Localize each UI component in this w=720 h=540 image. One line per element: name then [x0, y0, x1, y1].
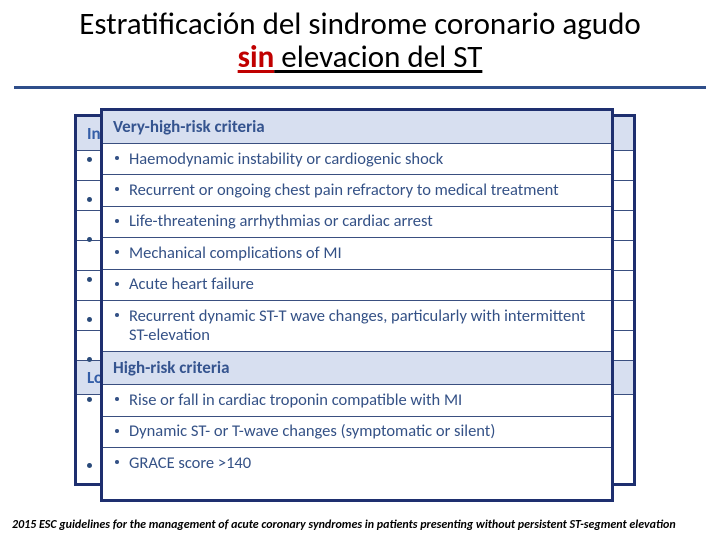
section-high-risk-items: Rise or fall in cardiac troponin compati…	[103, 384, 611, 478]
slide: Estratificación del sindrome coronario a…	[0, 0, 720, 540]
behind-bullet	[87, 317, 92, 322]
criteria-item: Acute heart failure	[103, 269, 611, 300]
criteria-item-text: Acute heart failure	[129, 274, 254, 294]
criteria-item-text: Recurrent dynamic ST-T wave changes, par…	[129, 306, 585, 345]
title-rest: elevacion del ST	[274, 38, 482, 76]
criteria-item-text: Dynamic ST- or T-wave changes (symptomat…	[129, 421, 495, 441]
criteria-item-text: Rise or fall in cardiac troponin compati…	[129, 390, 462, 410]
bullet-icon	[115, 397, 119, 401]
bullet-icon	[115, 250, 119, 254]
criteria-item: Recurrent or ongoing chest pain refracto…	[103, 174, 611, 205]
criteria-item: Haemodynamic instability or cardiogenic …	[103, 143, 611, 174]
bullet-icon	[115, 313, 119, 317]
bullet-icon	[115, 282, 119, 286]
criteria-item-text: Recurrent or ongoing chest pain refracto…	[129, 180, 559, 200]
criteria-item-text: GRACE score >140	[129, 453, 251, 473]
criteria-item-text: Haemodynamic instability or cardiogenic …	[129, 149, 443, 169]
behind-bullet	[87, 357, 92, 362]
behind-bullet	[87, 277, 92, 282]
section-high-risk-header: High-risk criteria	[103, 351, 611, 384]
bullet-icon	[115, 429, 119, 433]
title-divider	[14, 86, 706, 89]
behind-bullet	[87, 463, 92, 468]
section-very-high-risk-header: Very-high-risk criteria	[103, 111, 611, 143]
bullet-icon	[115, 156, 119, 160]
bullet-icon	[115, 460, 119, 464]
criteria-item: Rise or fall in cardiac troponin compati…	[103, 384, 611, 415]
criteria-item: Recurrent dynamic ST-T wave changes, par…	[103, 300, 611, 351]
risk-criteria-box: Very-high-risk criteria Haemodynamic ins…	[100, 108, 614, 502]
bullet-icon	[115, 219, 119, 223]
title-line-2: sin elevacion del ST	[20, 41, 700, 74]
behind-bullet	[87, 397, 92, 402]
criteria-item-text: Life-threatening arrhythmias or cardiac …	[129, 211, 433, 231]
behind-bullet	[87, 197, 92, 202]
footnote: 2015 ESC guidelines for the management o…	[12, 518, 708, 532]
behind-bullet	[87, 157, 92, 162]
title-line-1: Estratificación del sindrome coronario a…	[20, 8, 700, 41]
bullet-icon	[115, 187, 119, 191]
criteria-item: Life-threatening arrhythmias or cardiac …	[103, 206, 611, 237]
slide-title: Estratificación del sindrome coronario a…	[20, 8, 700, 73]
criteria-item-text: Mechanical complications of MI	[129, 243, 342, 263]
title-sin: sin	[238, 38, 275, 76]
criteria-item: Dynamic ST- or T-wave changes (symptomat…	[103, 416, 611, 447]
criteria-item: Mechanical complications of MI	[103, 237, 611, 268]
behind-bullet	[87, 237, 92, 242]
criteria-item: GRACE score >140	[103, 447, 611, 478]
section-very-high-risk-items: Haemodynamic instability or cardiogenic …	[103, 143, 611, 351]
